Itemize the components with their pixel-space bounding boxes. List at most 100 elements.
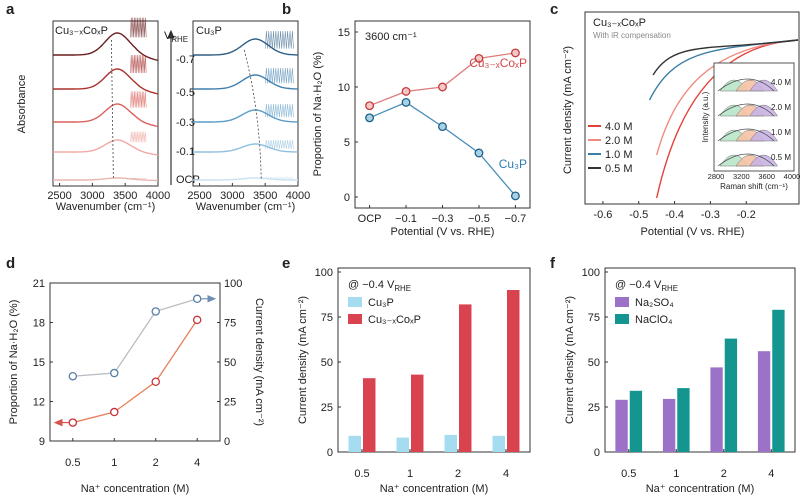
panel-a-right-spectrum-2	[193, 109, 298, 123]
panel-e-frame	[337, 267, 531, 453]
panel-a-left-noise-1	[130, 54, 147, 74]
panel-a-right-noise-2	[264, 103, 294, 118]
panel-f-frame	[604, 267, 796, 453]
panel-f-xtick-label-1: 1	[673, 468, 679, 480]
panel-b-point-1-0	[365, 113, 375, 123]
panel-c-inset-label-2: 1.0 M	[771, 128, 791, 137]
panel-b-xtick-label-1: −0.1	[395, 213, 417, 225]
panel-e-legend-label-1: Cu₃₋ₓCoₓP	[368, 314, 421, 326]
panel-d-ytick-right-label-0: 0	[224, 436, 230, 448]
panel-e-bar-0-2	[444, 434, 457, 452]
panel-d-point-1-1	[110, 368, 119, 378]
panel-c-inset-envelope-3	[717, 153, 775, 167]
panel-d-xtick-label-1: 1	[111, 457, 117, 469]
panel-c-inset-xlabel: Raman shift (cm⁻¹)	[720, 182, 788, 191]
panel-c-inset-label-3: 0.5 M	[771, 153, 791, 162]
panel-d-xlabel: Na⁺ concentration (M)	[81, 483, 190, 495]
panel-a-right-frame	[192, 20, 299, 187]
panel-f-ytick-label-2: 50	[588, 357, 600, 369]
panel-c-inset-xtick-label-0: 2800	[708, 172, 725, 181]
panel-e-xlabel: Na⁺ concentration (M)	[380, 483, 489, 495]
panel-b-ytick-label-3: 15	[338, 27, 350, 39]
panel-a-arrow-head	[167, 29, 175, 39]
panel-a-left-spectrum-3	[53, 139, 159, 156]
panel-f-ylabel: Current density (mA cm⁻²)	[564, 296, 576, 424]
panel-f-bar-0-0	[615, 399, 628, 452]
panel-b-point-0-2	[438, 82, 447, 92]
panel-d-point-1-2	[151, 307, 160, 316]
panel-d-point-0-0	[68, 418, 78, 427]
panel-d-ytick-left-label-4: 21	[33, 278, 45, 290]
panel-a-xlabel-0: Wavenumber (cm⁻¹)	[56, 201, 156, 213]
panel-b-ytick-label-1: 5	[344, 137, 350, 149]
panel-c-curve-1	[655, 39, 799, 156]
panel-a-right-title: Cu₃P	[196, 25, 222, 37]
panel-c-xtick-label-2: -0.4	[665, 209, 684, 221]
panel-d-ytick-right-label-2: 50	[224, 357, 236, 369]
panel-c-title: Cu₃₋ₓCoₓP	[593, 17, 646, 29]
panel-d-point-0-1	[110, 407, 119, 417]
panel-f-ytick-label-4: 100	[582, 267, 600, 279]
panel-e-bar-1-3	[507, 290, 520, 452]
panel-d-right-arrow-head	[207, 295, 217, 303]
panel-c-legend-label-3: 0.5 M	[605, 163, 633, 175]
panel-c-ylabel: Current density (mA cm⁻²)	[562, 46, 574, 174]
panel-b-xtick-label-2: −0.3	[432, 213, 454, 225]
panel-a-right-spectrum-3	[193, 143, 299, 153]
panel-a-left-frame	[52, 20, 159, 187]
panel-b-legend-1: Cu₃P	[499, 157, 527, 171]
panel-e-bar-0-0	[348, 435, 361, 452]
panel-f-legend-swatch-0	[615, 297, 629, 307]
panel-a-right-spectrum-1	[193, 74, 298, 90]
panel-letter-c: c	[550, 1, 558, 18]
panel-f-bar-0-3	[757, 351, 771, 452]
panel-e-ytick-label-2: 50	[321, 357, 333, 369]
panel-f-bar-1-0	[629, 390, 643, 452]
panel-b-point-0-1	[401, 86, 411, 96]
panel-e-legend-swatch-1	[348, 314, 362, 324]
panel-c-frame	[584, 11, 800, 205]
panel-e-bar-1-0	[363, 378, 376, 452]
panel-f-bar-1-2	[724, 338, 738, 452]
panel-d-xtick-label-3: 4	[194, 457, 200, 469]
panel-a-vrhe-label: VRHE	[164, 30, 188, 44]
panel-f-title: @ −0.4 VRHE	[615, 279, 678, 293]
panel-e-legend-label-0: Cu₃P	[368, 297, 394, 309]
panel-a-left-noise-2	[130, 91, 147, 108]
panel-c-inset-label-0: 4.0 M	[771, 78, 791, 87]
panel-b-legend-0: Cu₃₋ₓCoₓP	[469, 56, 527, 70]
panel-e-title: @ −0.4 VRHE	[348, 279, 411, 293]
panel-d-series-line-1	[72, 298, 198, 377]
panel-a-left-noise-3	[130, 131, 147, 143]
panel-c-xtick-label-3: -0.3	[701, 209, 720, 221]
panel-f-xtick-label-2: 2	[721, 468, 727, 480]
panel-a-left-spectrum-4	[53, 177, 158, 182]
panel-a-left-spectrum-2	[53, 103, 159, 128]
panel-f-bar-0-2	[710, 367, 723, 452]
panel-c-xtick-label-0: -0.6	[593, 209, 612, 221]
panel-f-legend-label-1: NaClO₄	[635, 314, 673, 326]
panel-b-point-1-1	[401, 97, 411, 107]
panel-d-ylabel-right: Current density (mA cm⁻²)	[253, 298, 265, 426]
panel-a-ylabel: Absorbance	[16, 75, 28, 134]
panel-a-xtick-label-1-3: 4000	[286, 190, 310, 202]
panel-d-point-0-3	[192, 315, 202, 325]
panel-c-xtick-label-1: -0.5	[629, 209, 648, 221]
panel-d-ytick-right-label-4: 100	[224, 278, 242, 290]
panel-d-ytick-left-label-1: 12	[33, 397, 45, 409]
panel-c-legend-label-1: 2.0 M	[605, 135, 633, 147]
panel-d-left-arrow-head	[53, 418, 63, 427]
panel-d-ytick-right-label-3: 75	[224, 318, 236, 330]
panel-d-xtick-label-2: 2	[153, 457, 159, 469]
panel-a-left-spectrum-0	[53, 32, 159, 62]
panel-a-right-noise-1	[264, 67, 294, 84]
panel-b-title: 3600 cm⁻¹	[365, 31, 417, 43]
panel-b-point-0-0	[365, 101, 375, 111]
panel-b-xtick-label-0: OCP	[358, 213, 382, 225]
panel-a-right-spectrum-4	[193, 177, 298, 181]
panel-f-xlabel: Na⁺ concentration (M)	[646, 483, 755, 495]
panel-b-xtick-label-3: −0.5	[468, 213, 490, 225]
panel-a-xtick-label-1-2: 3500	[253, 190, 277, 202]
panel-c-xtick-label-4: -0.2	[737, 209, 756, 221]
panel-a-right-noise-3	[264, 139, 294, 149]
